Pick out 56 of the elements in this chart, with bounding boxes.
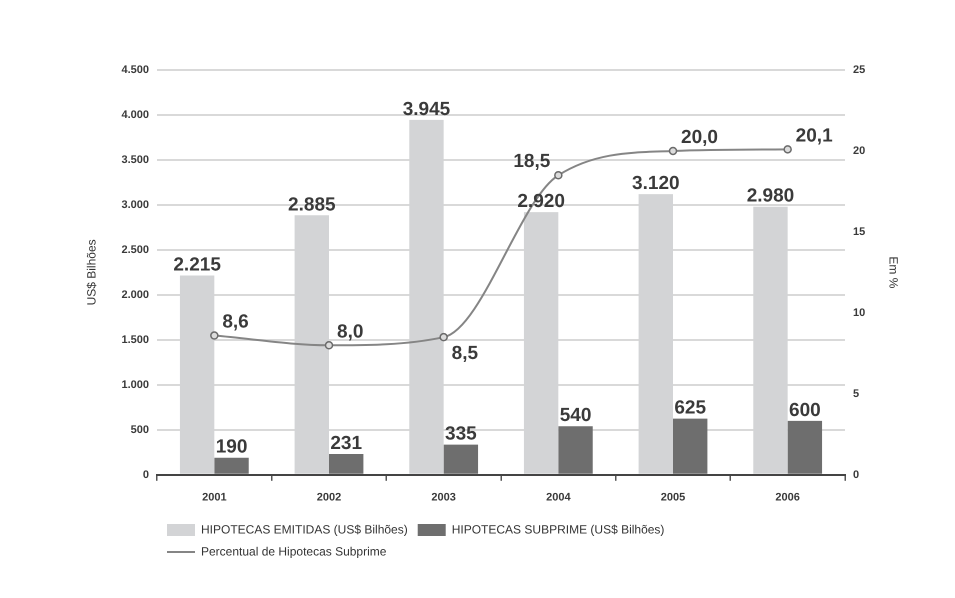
data-label: 20,0 [681, 126, 718, 148]
legend-label: HIPOTECAS SUBPRIME (US$ Bilhões) [452, 522, 664, 536]
bar [788, 420, 822, 474]
x-tick-label: 2004 [546, 491, 572, 504]
data-label: 625 [674, 398, 706, 419]
data-label: 8,0 [337, 321, 364, 342]
point [324, 341, 334, 350]
data-label: 600 [789, 400, 821, 421]
x-tick-label: 2005 [660, 491, 686, 504]
y2-tick-label: 25 [853, 64, 866, 76]
y2-tick-label: 15 [853, 226, 866, 238]
data-label: 3.945 [402, 98, 451, 120]
y-tick-label: 4.500 [121, 64, 149, 76]
x-tick-label: 2006 [775, 491, 800, 504]
y-tick-label: 2.500 [121, 244, 149, 256]
data-label: 231 [330, 433, 362, 454]
bar [558, 426, 593, 474]
data-label: 8,6 [222, 312, 249, 333]
point [554, 171, 563, 180]
bar [329, 454, 364, 474]
y-tick-label: 3.500 [121, 154, 149, 166]
y-tick-label: 1.500 [121, 334, 149, 346]
data-label: 2.885 [288, 194, 336, 216]
x-tick-label: 2001 [202, 491, 227, 504]
y2-axis-title: Em % [886, 256, 900, 289]
point [210, 331, 219, 340]
y2-tick-label: 20 [853, 144, 866, 157]
y-tick-label: 1.000 [121, 378, 149, 391]
y-tick-label: 2.000 [121, 288, 149, 301]
y-tick-label: 3.000 [121, 198, 149, 211]
data-label: 190 [216, 436, 248, 458]
data-label: 335 [445, 424, 478, 445]
bar [444, 444, 478, 474]
data-label: 2.215 [173, 254, 222, 276]
bar [214, 458, 249, 474]
y-tick-label: 500 [130, 424, 149, 436]
y2-tick-label: 10 [853, 306, 866, 319]
x-tick-label: 2002 [316, 491, 342, 504]
y2-tick-label: 0 [853, 468, 860, 481]
y-axis-title: US$ Bilhões [84, 239, 99, 306]
point [668, 146, 678, 156]
data-label: 2.980 [746, 186, 794, 207]
point [783, 145, 792, 154]
x-tick-label: 2003 [431, 491, 456, 504]
data-label: 8,5 [452, 343, 479, 364]
data-label: 3.120 [632, 173, 680, 194]
y-tick-label: 0 [142, 468, 149, 481]
data-label: 20,1 [796, 125, 834, 146]
data-label: 540 [560, 405, 592, 426]
y-tick-label: 4.000 [121, 109, 149, 122]
y2-tick-label: 5 [853, 388, 860, 400]
legend-label: HIPOTECAS EMITIDAS (US$ Bilhões) [201, 522, 408, 536]
point [439, 332, 448, 342]
legend-label: Percentual de Hipotecas Subprime [201, 544, 387, 558]
data-label: 18,5 [513, 151, 551, 172]
bar [673, 418, 708, 474]
